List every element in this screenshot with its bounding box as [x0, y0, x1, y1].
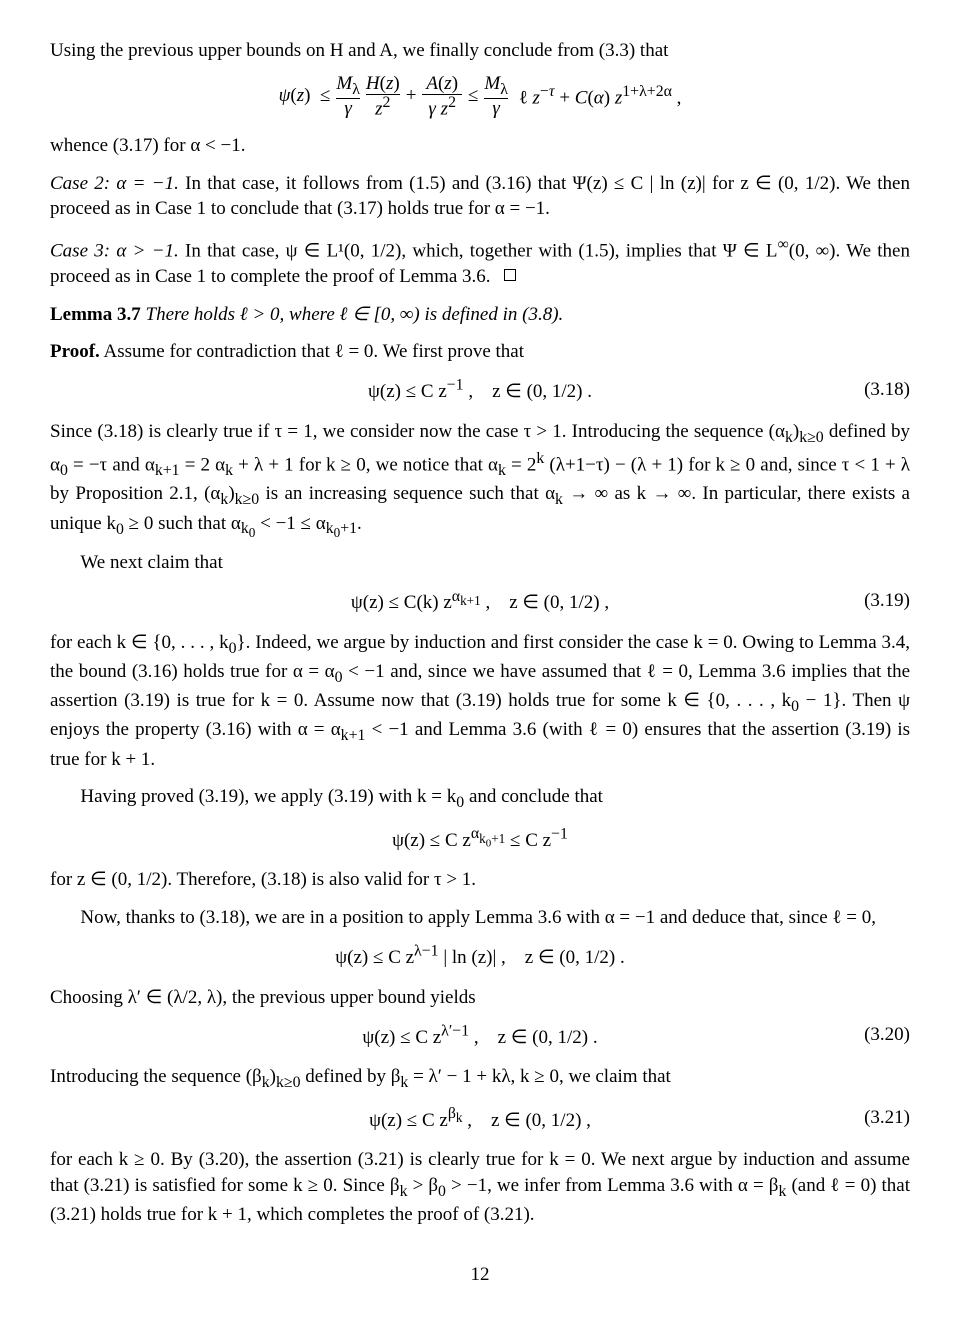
display-equation: ψ(z) ≤ Mλ γ H(z) z2 + A(z) γ z2 ≤ Mλ γ ℓ…	[50, 74, 910, 119]
page-number: 12	[50, 1262, 910, 1288]
paragraph: Since (3.18) is clearly true if τ = 1, w…	[50, 419, 910, 543]
paragraph: for each k ≥ 0. By (3.20), the assertion…	[50, 1147, 910, 1227]
paragraph: Using the previous upper bounds on H and…	[50, 38, 910, 64]
paragraph-case3: Case 3: α > −1. In that case, ψ ∈ L¹(0, …	[50, 234, 910, 290]
display-equation: ψ(z) ≤ C zαk0+1 ≤ C z−1	[50, 823, 910, 853]
paragraph: for each k ∈ {0, . . . , k0}. Indeed, we…	[50, 630, 910, 772]
display-equation-3-21: ψ(z) ≤ C zβk , z ∈ (0, 1/2) , (3.21)	[50, 1103, 910, 1133]
paragraph: for z ∈ (0, 1/2). Therefore, (3.18) is a…	[50, 867, 910, 893]
proof-paragraph: Proof. Assume for contradiction that ℓ =…	[50, 339, 910, 365]
proof-intro: Assume for contradiction that ℓ = 0. We …	[103, 341, 524, 362]
paragraph: Introducing the sequence (βk)k≥0 defined…	[50, 1064, 910, 1093]
display-equation-3-19: ψ(z) ≤ C(k) zαk+1 , z ∈ (0, 1/2) , (3.19…	[50, 586, 910, 616]
display-equation: ψ(z) ≤ C zλ−1 | ln (z)| , z ∈ (0, 1/2) .	[50, 941, 910, 971]
lemma-text: There holds ℓ > 0, where ℓ ∈ [0, ∞) is d…	[146, 304, 564, 325]
equation-number: (3.20)	[864, 1022, 910, 1048]
paragraph: We next claim that	[50, 550, 910, 576]
display-equation-3-20: ψ(z) ≤ C zλ′−1 , z ∈ (0, 1/2) . (3.20)	[50, 1020, 910, 1050]
equation-number: (3.21)	[864, 1105, 910, 1131]
paragraph: whence (3.17) for α < −1.	[50, 133, 910, 159]
equation-number: (3.19)	[864, 588, 910, 614]
equation-number: (3.18)	[864, 377, 910, 403]
paragraph-case2: Case 2: α = −1. In that case, it follows…	[50, 171, 910, 222]
lemma: Lemma 3.7 There holds ℓ > 0, where ℓ ∈ […	[50, 302, 910, 328]
paragraph: Having proved (3.19), we apply (3.19) wi…	[50, 784, 910, 813]
proof-label: Proof.	[50, 341, 100, 362]
lemma-label: Lemma 3.7	[50, 304, 141, 325]
paragraph: Choosing λ′ ∈ (λ/2, λ), the previous upp…	[50, 985, 910, 1011]
paragraph: Now, thanks to (3.18), we are in a posit…	[50, 905, 910, 931]
display-equation-3-18: ψ(z) ≤ C z−1 , z ∈ (0, 1/2) . (3.18)	[50, 375, 910, 405]
